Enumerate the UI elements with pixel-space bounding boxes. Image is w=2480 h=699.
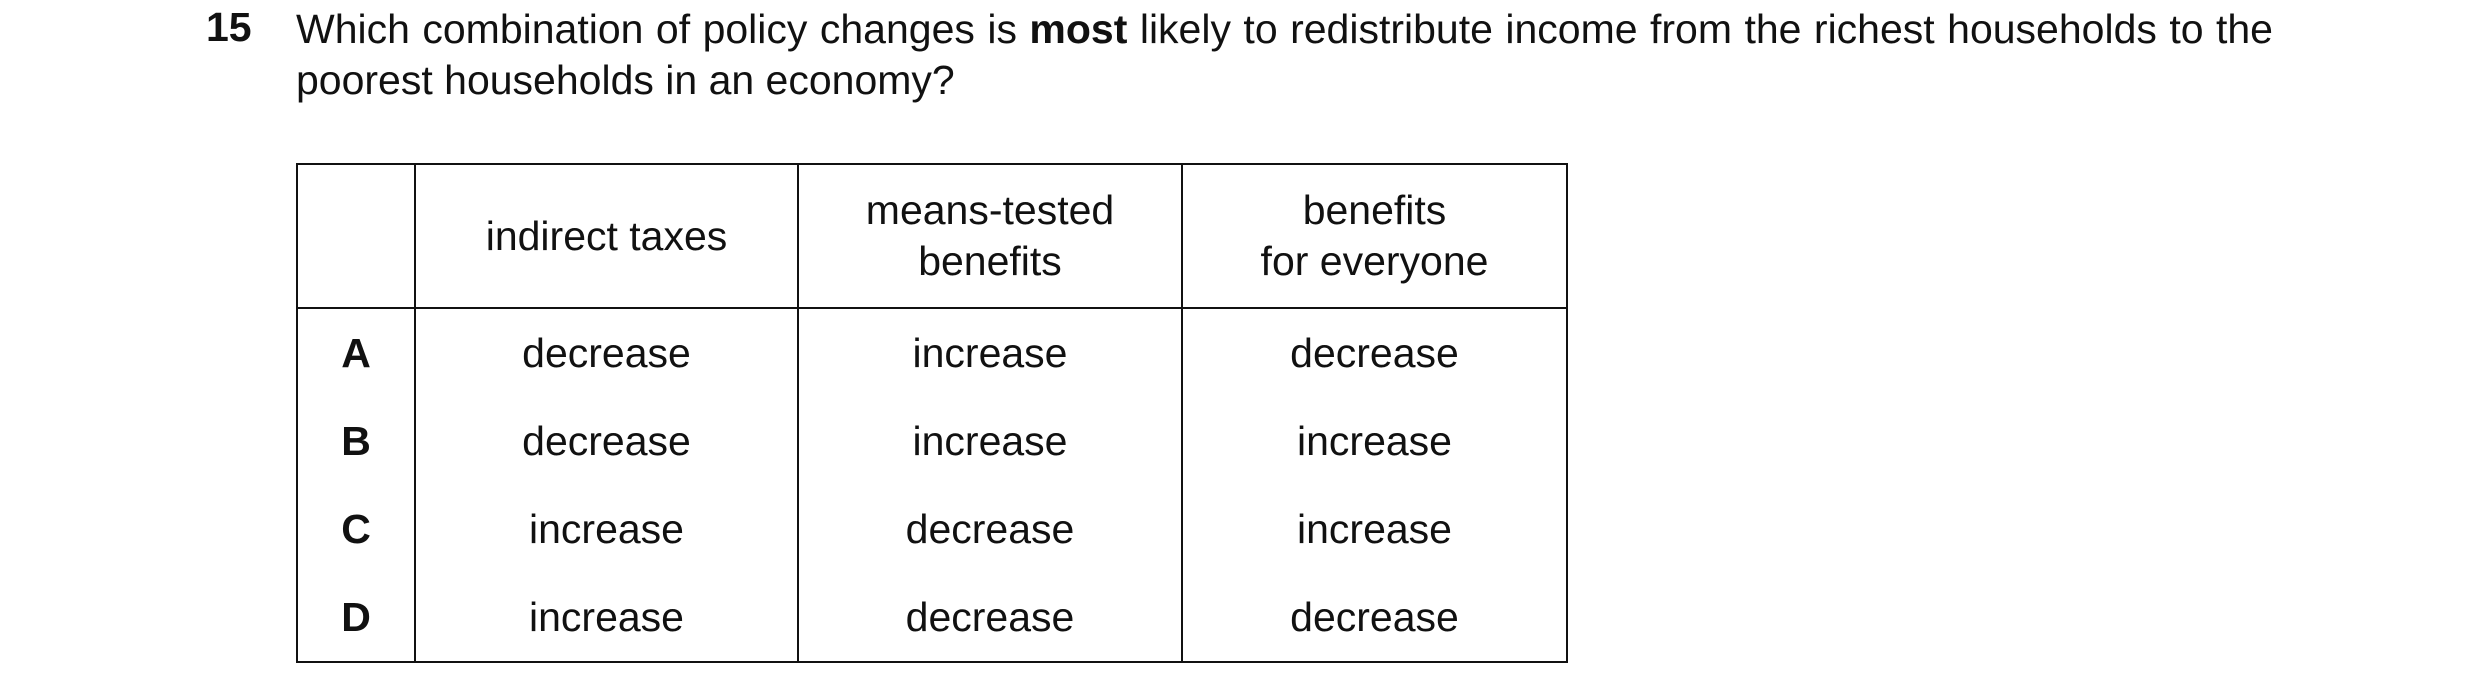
table-cell: increase — [797, 397, 1183, 485]
options-table: indirect taxes means-tested benefits ben… — [296, 163, 1568, 663]
table-cell: decrease — [1181, 573, 1568, 663]
table-cell: decrease — [414, 307, 799, 397]
table-cell: increase — [1181, 485, 1568, 573]
table-cell: increase — [414, 485, 799, 573]
option-label: D — [296, 573, 416, 663]
header-cell: means-tested benefits — [797, 163, 1183, 309]
question-number: 15 — [206, 4, 252, 50]
option-label: B — [296, 397, 416, 485]
table-cell: decrease — [414, 397, 799, 485]
table-cell: increase — [1181, 397, 1568, 485]
header-cell — [296, 163, 416, 309]
option-label: C — [296, 485, 416, 573]
header-cell: benefits for everyone — [1181, 163, 1568, 309]
question-text-part: Which combination of policy changes is — [296, 6, 1030, 52]
table-cell: decrease — [1181, 307, 1568, 397]
header-row: indirect taxes means-tested benefits ben… — [296, 163, 1568, 309]
table-cell: increase — [797, 307, 1183, 397]
table-cell: increase — [414, 573, 799, 663]
question-text-part: likely to redistribute income from the r… — [296, 6, 2273, 103]
option-label: A — [296, 307, 416, 397]
header-cell: indirect taxes — [414, 163, 799, 309]
question-emphasis: most — [1029, 6, 1128, 52]
table-cell: decrease — [797, 573, 1183, 663]
question-text: Which combination of policy changes is m… — [296, 4, 2273, 106]
table-cell: decrease — [797, 485, 1183, 573]
